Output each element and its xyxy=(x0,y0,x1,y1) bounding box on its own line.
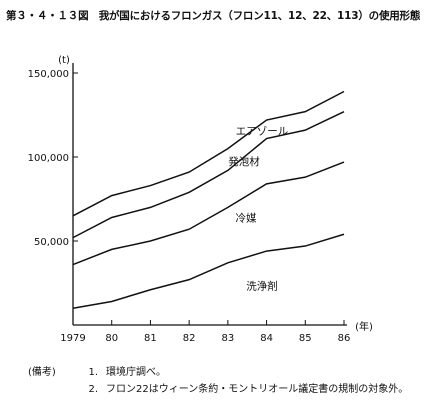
note-text-1: 環境庁調べ。 xyxy=(106,367,166,378)
notes-label: (備考) xyxy=(28,367,56,378)
stacked-area-chart: 50,000 100,000 150,000 (t) 1979 80 81 82 83 84 85 8… xyxy=(28,55,373,344)
series-line xyxy=(72,110,345,239)
series-line xyxy=(72,90,345,217)
series-line xyxy=(72,233,345,309)
x-tick-label: 1979 xyxy=(60,333,85,344)
x-tick-label: 86 xyxy=(338,333,351,344)
x-unit-label: (年) xyxy=(355,320,373,333)
note-text-2: フロン22はウィーン条約・モントリオール議定書の規制の対象外。 xyxy=(106,384,409,395)
notes: (備考) 1. 環境庁調べ。 2. フロン22はウィーン条約・モントリオール議定… xyxy=(28,364,408,398)
chart-title: 第３・４・１３図 我が国におけるフロンガス（フロン11、12、22、113）の使… xyxy=(6,10,421,22)
series-label: 発泡材 xyxy=(228,155,260,168)
x-tick-label: 85 xyxy=(299,333,312,344)
note-number-1: 1. xyxy=(88,367,98,378)
y-tick-label: 150,000 xyxy=(28,69,69,80)
y-tick-label: 100,000 xyxy=(28,153,69,164)
x-tick-label: 81 xyxy=(144,333,157,344)
series-label: エアゾール xyxy=(236,125,289,137)
y-tick-label: 50,000 xyxy=(34,237,69,248)
series-label: 洗浄剤 xyxy=(246,280,278,293)
series-label: 冷媒 xyxy=(236,211,257,224)
note-number-2: 2. xyxy=(88,384,98,395)
x-tick-label: 82 xyxy=(183,333,196,344)
x-tick-label: 83 xyxy=(221,333,234,344)
series-line xyxy=(72,161,345,266)
x-tick-label: 84 xyxy=(260,333,273,344)
y-unit-label: (t) xyxy=(58,55,70,66)
x-tick-label: 80 xyxy=(105,333,118,344)
